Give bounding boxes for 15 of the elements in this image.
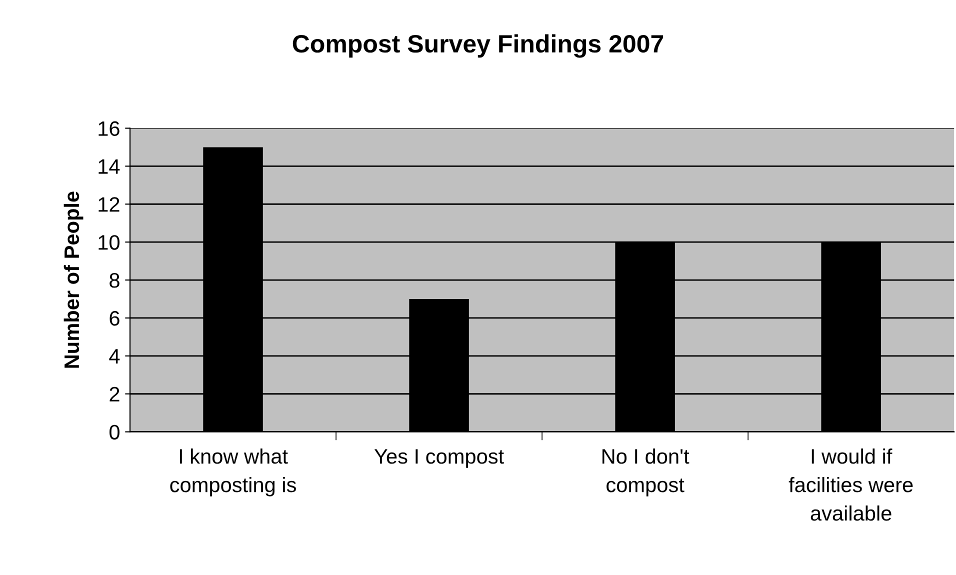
x-tick-label: Yes I compost bbox=[374, 449, 504, 468]
y-tick-label: 4 bbox=[109, 349, 120, 364]
y-tick-label: 6 bbox=[110, 310, 120, 326]
y-tick-label: 2 bbox=[110, 386, 120, 402]
y-tick-label: 10 bbox=[98, 235, 120, 250]
y-axis-title: Number of People bbox=[64, 192, 84, 368]
y-tick-label: 16 bbox=[98, 121, 120, 136]
y-tick-label: 12 bbox=[98, 197, 120, 212]
chart-title: Compost Survey Findings 2007 bbox=[292, 34, 664, 58]
x-tick-label: I would if facilities were available bbox=[788, 448, 913, 521]
y-tick-label: 8 bbox=[110, 273, 120, 288]
y-tick-label: 0 bbox=[110, 424, 120, 440]
y-tick-label: 14 bbox=[98, 159, 120, 174]
x-tick-label: No I don't compost bbox=[602, 448, 690, 496]
x-tick-label: I know what composting is bbox=[170, 448, 296, 496]
